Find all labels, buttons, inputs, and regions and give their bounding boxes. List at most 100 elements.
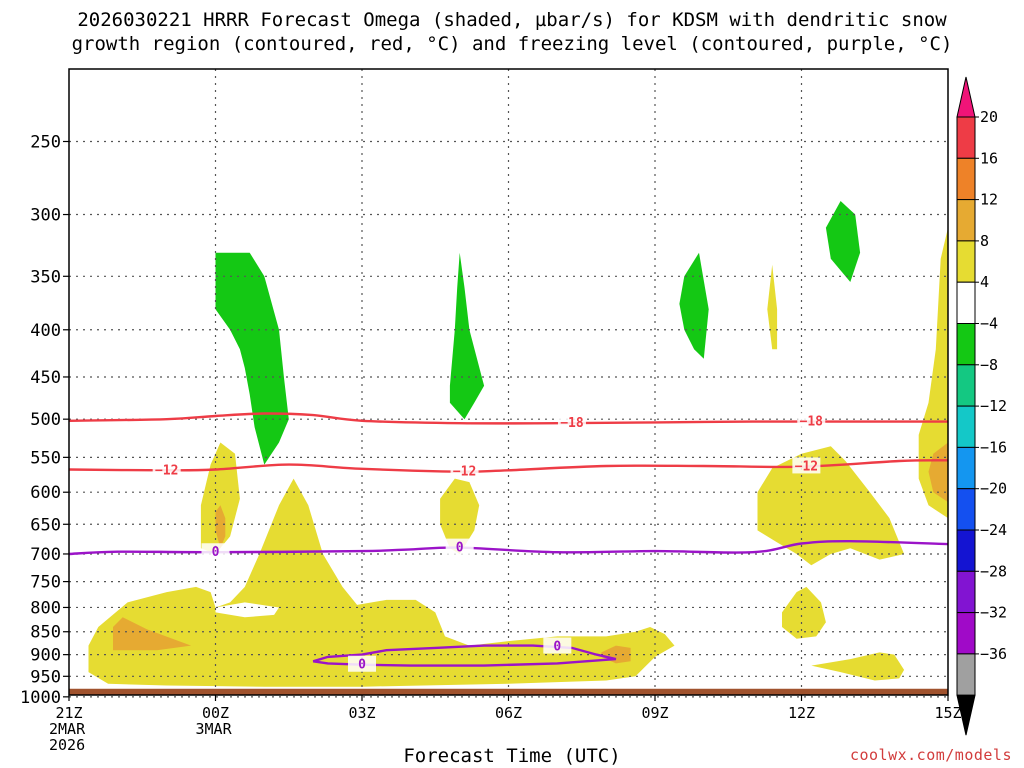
contour-label-dgz-bottom-0-bg: [152, 461, 181, 478]
contour-label-freezing-level-1-bg: [445, 538, 474, 555]
contour-label-freezing-loop-0-bg: [348, 655, 376, 672]
y-tick-label-950: 950: [30, 667, 61, 687]
omega-clear-area: [215, 602, 279, 618]
ground-fill: [69, 688, 948, 695]
colorbar-label-5: −4: [980, 315, 998, 333]
colorbar-label-9: −20: [980, 480, 1007, 498]
colorbar-swatch-8: [956, 446, 976, 490]
y-tick-label-250: 250: [30, 132, 61, 152]
colorbar-label-10: −24: [980, 521, 1007, 539]
surface-layer: [69, 688, 948, 695]
contour-dgz-top: [68, 412, 948, 425]
colorbar-label-2: 12: [980, 191, 998, 209]
colorbar-label-12: −32: [980, 604, 1007, 622]
contour-freezing-loop: [312, 644, 617, 667]
y-tick-label-300: 300: [30, 206, 61, 226]
y-tick-label-800: 800: [30, 598, 61, 618]
y-tick-label-500: 500: [30, 410, 61, 430]
colorbar-swatch-7: [956, 405, 976, 448]
contour-label-freezing-level-0-bg: [201, 543, 230, 560]
contour-label-freezing-loop-0: 0: [358, 658, 366, 673]
x-tick-label-0-2: 2026: [49, 736, 85, 754]
x-tick-label-9-0: 06Z: [495, 704, 522, 722]
x-tick-label-3-0: 00Z: [202, 704, 229, 722]
omega-region-orange-right: [928, 442, 948, 503]
omega-region-yellow-small1: [782, 586, 826, 639]
chart-title: 2026030221 HRRR Forecast Omega (shaded, …: [0, 8, 1024, 56]
x-tick-label-18-0: 15Z: [934, 704, 961, 722]
colorbar-swatch-13: [956, 653, 976, 696]
y-tick-label-900: 900: [30, 646, 61, 666]
omega-region-green-c: [679, 252, 709, 359]
contour-label-dgz-top-0: −18: [560, 416, 584, 431]
omega-region-yellow-needle: [767, 264, 778, 350]
credit-text: coolwx.com/models: [849, 746, 1012, 764]
colorbar-bottom-arrow: [956, 694, 976, 736]
omega-region-green-b: [449, 252, 485, 420]
colorbar-swatch-1: [956, 157, 976, 201]
y-tick-label-350: 350: [30, 267, 61, 287]
omega-region-yellow-c2: [440, 478, 480, 554]
omega-region-green-a: [215, 252, 289, 465]
contour-label-dgz-bottom-1: −12: [453, 465, 476, 480]
x-tick-label-0-1: 2MAR: [49, 720, 86, 738]
x-tick-label-3-1: 3MAR: [196, 720, 233, 738]
omega-region-orange-low: [113, 617, 192, 651]
omega-region-yellow-right: [918, 227, 948, 519]
y-tick-label-650: 650: [30, 515, 61, 535]
contour-label-freezing-level-0: 0: [212, 545, 220, 560]
colorbar-label-8: −16: [980, 438, 1007, 456]
colorbar-swatch-5: [956, 323, 976, 366]
y-tick-label-550: 550: [30, 448, 61, 468]
y-tick-label-700: 700: [30, 545, 61, 565]
colorbar-swatch-2: [956, 199, 976, 242]
y-tick-label-450: 450: [30, 368, 61, 388]
colorbar-swatch-12: [956, 612, 976, 655]
omega-shading: [88, 201, 948, 687]
colorbar-swatch-6: [956, 364, 976, 407]
contour-label-dgz-bottom-2: −12: [795, 459, 818, 474]
contour-lines: −18 −18 −12 −12 −12 0 0 0 0: [68, 412, 949, 673]
y-tick-label-850: 850: [30, 623, 61, 643]
omega-region-yellow-mid: [757, 446, 905, 566]
contour-label-dgz-top-0-bg: [557, 414, 586, 431]
x-axis-label: Forecast Time (UTC): [403, 745, 621, 767]
colorbar-label-0: 20: [980, 108, 998, 126]
omega-region-green-d: [825, 201, 861, 282]
colorbar-label-6: −8: [980, 356, 998, 374]
y-tick-label-750: 750: [30, 573, 61, 593]
y-tick-label-600: 600: [30, 483, 61, 503]
y-tick-label-400: 400: [30, 321, 61, 341]
chart-title-line1: 2026030221 HRRR Forecast Omega (shaded, …: [77, 9, 947, 31]
contour-label-dgz-bottom-0: −12: [155, 463, 178, 478]
x-tick-label-6-0: 03Z: [348, 704, 375, 722]
grid-lines: [69, 69, 948, 698]
contour-label-dgz-top-1-bg: [797, 412, 826, 429]
colorbar-swatch-0: [956, 116, 976, 159]
y-tick-label-1000: 1000: [20, 688, 61, 708]
omega-region-yellow-small2: [811, 652, 905, 681]
axes: 250 300 350 400 450 500 550 600 650 700 750 800 850 9…: [20, 68, 962, 754]
contour-label-freezing-loop-1: 0: [553, 640, 561, 655]
contour-label-freezing-level-1: 0: [456, 541, 464, 556]
x-tick-label-12-0: 09Z: [641, 704, 668, 722]
colorbar-label-3: 8: [980, 232, 989, 250]
contour-label-dgz-bottom-2-bg: [792, 457, 821, 474]
colorbar-top-arrow: [956, 76, 976, 118]
contour-label-dgz-top-1: −18: [800, 415, 824, 430]
colorbar-label-4: 4: [980, 273, 989, 291]
contour-label-dgz-bottom-1-bg: [450, 462, 479, 479]
chart-title-line2: growth region (contoured, red, °C) and f…: [71, 33, 953, 55]
colorbar-label-1: 16: [980, 149, 998, 167]
colorbar-label-11: −28: [980, 562, 1007, 580]
colorbar-swatch-9: [956, 488, 976, 531]
colorbar-swatch-10: [956, 529, 976, 572]
x-tick-label-0-0: 21Z: [55, 704, 82, 722]
colorbar-swatch-11: [956, 570, 976, 614]
colorbar: 20 16 12 8 4 −4 −8 −12 −16 −20 −24 −28 −32 −36: [956, 76, 1007, 736]
omega-region-orange-c1: [215, 505, 226, 549]
colorbar-label-7: −12: [980, 397, 1007, 415]
x-tick-label-15-0: 12Z: [788, 704, 815, 722]
contour-label-freezing-loop-1-bg: [543, 637, 572, 654]
